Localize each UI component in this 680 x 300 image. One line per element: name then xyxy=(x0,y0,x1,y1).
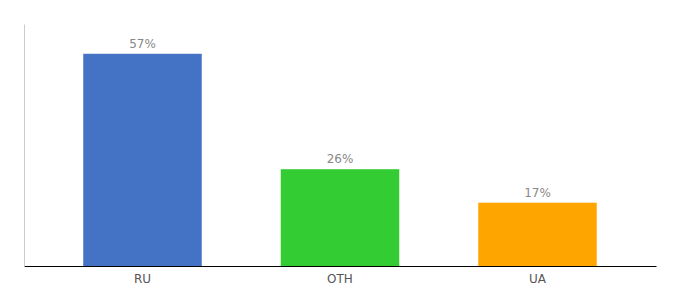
chart: RU OTH UA 57% 26% 17% xyxy=(0,0,680,300)
data-label: 26% xyxy=(327,152,354,166)
x-tick: OTH xyxy=(327,272,353,286)
data-label: 17% xyxy=(524,186,551,200)
x-tick-label: OTH xyxy=(327,272,353,286)
bar xyxy=(83,54,202,266)
bar xyxy=(478,203,597,266)
data-label: 57% xyxy=(129,37,156,51)
x-tick: RU xyxy=(134,272,151,286)
plot: RU OTH UA 57% 26% 17% xyxy=(25,25,657,286)
x-tick-label: RU xyxy=(134,272,151,286)
bar xyxy=(281,169,400,266)
x-axis-line xyxy=(25,266,657,267)
bars xyxy=(83,54,597,266)
x-tick: UA xyxy=(529,272,547,286)
data-labels: 57% 26% 17% xyxy=(129,37,551,200)
y-axis-line xyxy=(24,25,25,267)
y-axis xyxy=(24,25,25,267)
x-axis: RU OTH UA xyxy=(25,267,657,286)
x-tick-label: UA xyxy=(529,272,547,286)
